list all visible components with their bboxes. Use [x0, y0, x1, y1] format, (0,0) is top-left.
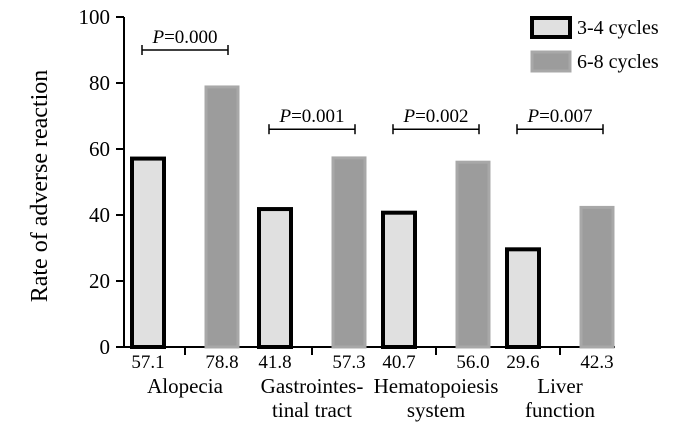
category-label-2-line-0: Hematopoiesis: [374, 374, 499, 398]
bar-series1-3: [505, 247, 541, 350]
legend-swatch-series2: [530, 50, 572, 73]
y-tick-label-20: 20: [89, 269, 110, 293]
p-value: =0.000: [164, 27, 217, 48]
value-label-series2-1: 57.3: [332, 352, 365, 373]
value-label-series2-2: 56.0: [456, 352, 489, 373]
category-label-3-line-1: function: [525, 398, 595, 422]
y-tick-label-60: 60: [89, 137, 110, 161]
y-tick-label-100: 100: [79, 5, 111, 29]
p-symbol: P: [278, 106, 291, 127]
bar-series2-2: [455, 160, 491, 349]
bar-series1-2: [381, 210, 417, 349]
legend-label-series2: 6-8 cycles: [577, 51, 659, 73]
bar-series2-0: [204, 85, 240, 349]
value-labels: 57.1 41.8 40.7 29.6 78.8 57.3 56.0 42.3: [131, 352, 613, 373]
value-label-series2-0: 78.8: [205, 352, 238, 373]
p-symbol: P: [151, 27, 164, 48]
category-label-2-line-1: system: [407, 398, 465, 422]
y-tick-label-0: 0: [100, 335, 111, 359]
p-value-label-0: P=0.000: [151, 27, 217, 48]
category-label-3-line-0: Liver: [537, 374, 582, 398]
category-label-1-line-0: Gastrointes-: [261, 374, 364, 398]
p-value: =0.007: [539, 106, 592, 127]
category-label-0-line-0: Alopecia: [147, 374, 223, 398]
bar-series2-1: [331, 156, 367, 349]
value-label-series2-3: 42.3: [580, 352, 613, 373]
legend-label-series1: 3-4 cycles: [577, 17, 659, 39]
bar-series1-1: [257, 207, 293, 349]
bar-series1-0: [130, 156, 166, 349]
y-axis: 0 20 40 60 80 100: [79, 5, 125, 359]
legend-swatch-series1: [530, 16, 572, 39]
bars: [130, 85, 615, 350]
y-tick-label-40: 40: [89, 203, 110, 227]
p-value: =0.002: [415, 106, 468, 127]
p-value-label-3: P=0.007: [526, 106, 592, 127]
y-tick-label-80: 80: [89, 71, 110, 95]
x-axis: [124, 346, 615, 355]
p-symbol: P: [526, 106, 539, 127]
value-label-series1-3: 29.6: [506, 352, 539, 373]
category-labels: Alopecia Gastrointes-tinal tract Hematopoi…: [147, 374, 595, 422]
p-value: =0.001: [291, 106, 344, 127]
p-value-label-2: P=0.002: [402, 106, 468, 127]
y-axis-label: Rate of adverse reaction: [27, 70, 53, 303]
category-label-1-line-1: tinal tract: [272, 398, 352, 422]
p-value-label-1: P=0.001: [278, 106, 344, 127]
value-label-series1-2: 40.7: [382, 352, 415, 373]
bar-series2-3: [579, 205, 615, 349]
p-symbol: P: [402, 106, 415, 127]
value-label-series1-1: 41.8: [258, 352, 291, 373]
legend: 3-4 cycles 6-8 cycles: [530, 16, 659, 73]
value-label-series1-0: 57.1: [131, 352, 164, 373]
